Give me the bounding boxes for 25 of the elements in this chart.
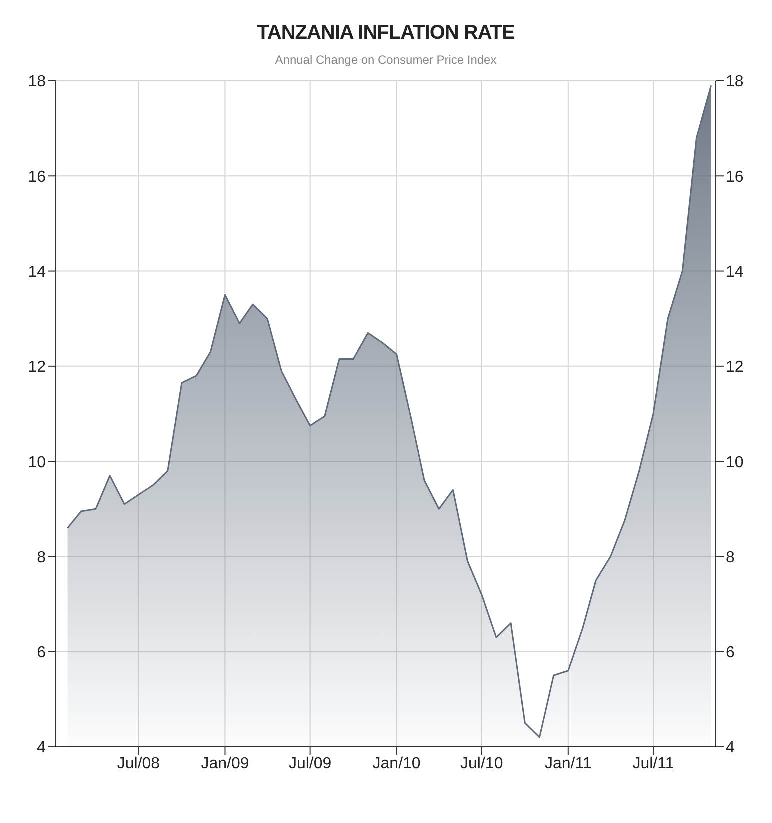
y2-tick-label: 10 (726, 454, 744, 472)
x-tick-label: Jan/09 (201, 755, 250, 772)
y2-tick-label: 6 (726, 644, 735, 662)
x-tick-label: Jan/10 (372, 755, 421, 772)
y-tick-label: 6 (37, 644, 46, 662)
x-tick-label: Jul/11 (632, 755, 674, 772)
y2-tick-label: 14 (726, 264, 744, 281)
y2-tick-label: 16 (726, 168, 744, 186)
y-tick-label: 8 (37, 549, 46, 566)
x-tick-label: Jul/09 (288, 755, 332, 772)
chart-title: TANZANIA INFLATION RATE (256, 21, 516, 45)
chart-subtitle: Annual Change on Consumer Price Index (274, 53, 498, 67)
y-tick-label: 18 (28, 74, 46, 91)
y-tick-label: 16 (28, 168, 46, 186)
y-tick-label: 14 (28, 264, 46, 281)
x-tick-label: Jan/11 (544, 755, 592, 772)
x-tick-label: Jul/08 (117, 755, 160, 772)
y2-tick-label: 4 (726, 740, 735, 757)
y-tick-label: 4 (37, 740, 46, 757)
y2-tick-label: 18 (726, 74, 744, 91)
y2-tick-label: 12 (726, 359, 744, 376)
y2-tick-label: 8 (726, 549, 735, 566)
y-tick-label: 10 (28, 454, 46, 472)
y-tick-label: 12 (28, 359, 46, 376)
x-tick-label: Jul/10 (460, 755, 504, 772)
